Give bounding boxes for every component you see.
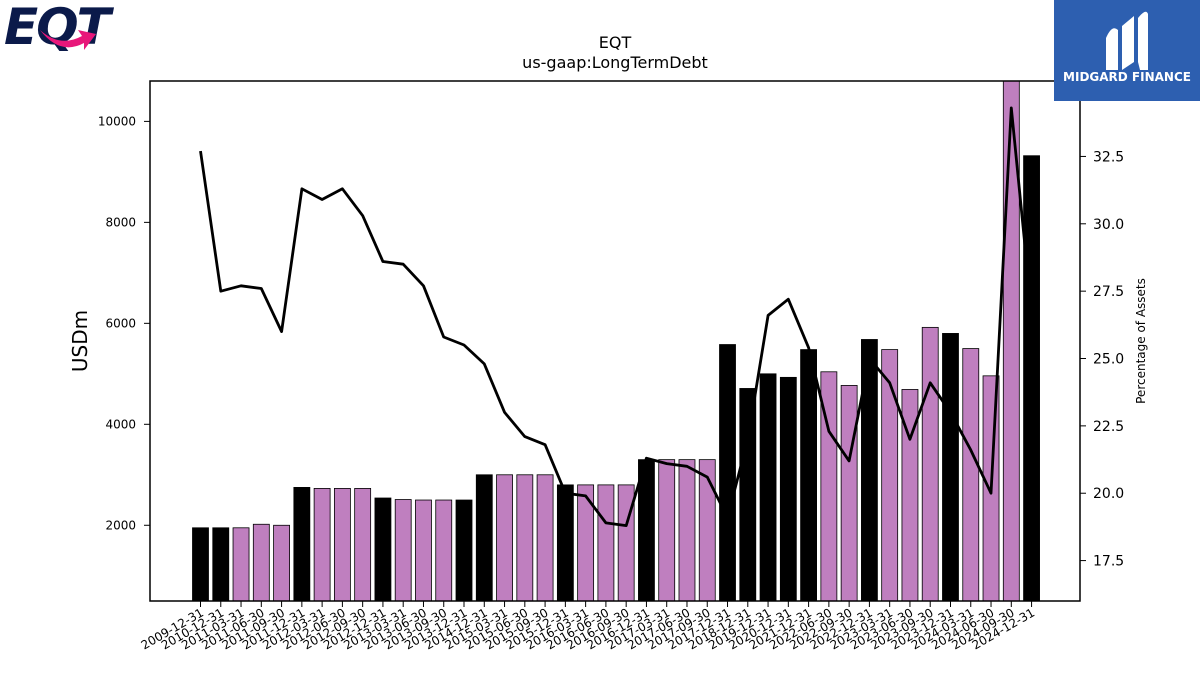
midgard-logo-text: MIDGARD FINANCE [1063,70,1191,84]
bar [759,373,777,602]
bar [921,326,939,602]
bar [516,474,534,602]
eqt-logo-text: EQT [4,0,115,56]
y2-axis-label: Percentage of Assets [1134,278,1148,404]
bar [192,527,209,602]
bar [374,497,392,602]
bar [739,388,757,602]
bar [800,349,817,602]
bar [252,523,270,602]
bar [475,474,493,602]
right-tick-label: 25.0 [1093,352,1124,368]
right-tick-label: 30.0 [1093,217,1124,233]
bar [962,348,980,602]
bar [719,344,736,602]
eqt-logo-arrow-icon [40,30,96,50]
line-series [199,106,1033,527]
bar [536,474,554,602]
chart-title: EQT [599,33,632,52]
chart-subtitle: us-gaap:LongTermDebt [522,53,708,72]
right-tick-label: 32.5 [1093,149,1124,165]
midgard-m-icon [1106,11,1148,70]
bar [597,484,615,602]
right-tick-label: 20.0 [1093,486,1124,502]
left-axis: 2000 4000 6000 8000 10000 [98,114,150,532]
left-tick-label: 2000 [105,518,136,532]
bar [333,488,351,602]
bar [942,333,959,602]
bar [394,499,412,602]
bar [698,459,716,602]
right-tick-label: 22.5 [1093,419,1124,435]
bar [496,474,513,602]
bar [293,487,311,602]
right-tick-label: 27.5 [1093,284,1124,300]
bar [232,527,250,602]
bar [881,349,899,602]
plot-frame [149,80,1081,602]
bar [861,339,878,602]
eqt-logo: EQT [4,0,117,56]
bar [273,524,290,602]
bottom-axis: 2009-12-312010-12-312011-03-312011-06-30… [139,601,1037,652]
bar [658,459,676,602]
left-tick-label: 4000 [105,417,136,431]
bar [779,376,797,602]
right-axis: 17.5 20.0 22.5 25.0 27.5 30.0 32.5 [1080,149,1124,570]
left-tick-label: 8000 [105,215,136,229]
bar [840,385,858,602]
bar [415,499,432,602]
right-tick-label: 17.5 [1093,554,1124,570]
bar [556,484,574,602]
y-axis-label: USDm [68,310,92,372]
bar [455,499,473,602]
bar [1023,155,1040,602]
bar [435,499,453,602]
bar [212,527,230,602]
left-tick-label: 6000 [105,316,136,330]
bar [313,488,331,602]
left-tick-label: 10000 [98,114,136,128]
bar [354,488,372,602]
percentage-of-assets-line [199,106,1033,527]
bar [678,459,696,602]
midgard-finance-logo: MIDGARD FINANCE [1054,0,1200,101]
